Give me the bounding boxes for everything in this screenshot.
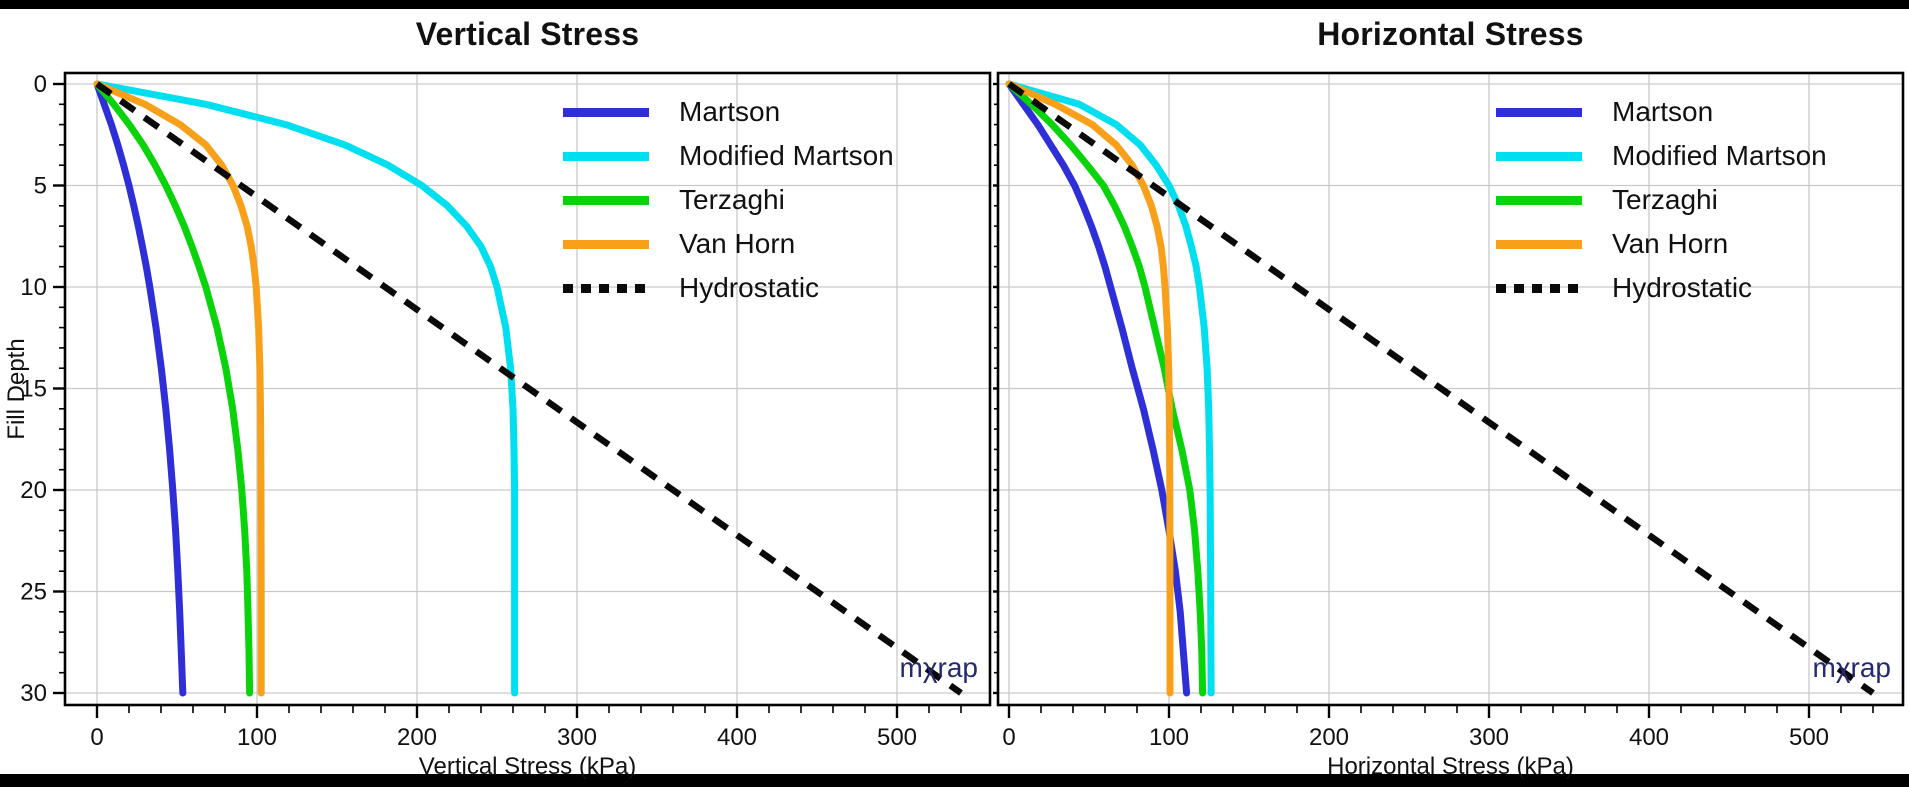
plot-area: 0 100 200 300 400 500 <box>993 71 1905 751</box>
x-tick-label: 400 <box>717 724 757 751</box>
series-modified-martson <box>93 80 519 697</box>
legend-label: Van Horn <box>679 228 796 259</box>
dashed-line-swatch <box>563 283 649 293</box>
x-tick-label: 300 <box>1469 724 1509 751</box>
legend-item: Terzaghi <box>1496 178 1827 222</box>
series-martson <box>1005 80 1191 697</box>
y-tick-label: 5 <box>34 173 47 200</box>
mxrap-logo: mχrap <box>1812 652 1892 683</box>
plot-area: 0 100 200 300 400 500 0 5 10 15 20 25 30 <box>20 71 992 751</box>
legend-label: Modified Martson <box>1612 140 1827 171</box>
y-axis-label: Fill Depth <box>3 338 30 440</box>
legend-item: Van Horn <box>563 222 894 266</box>
legend-item: Modified Martson <box>1496 134 1827 178</box>
legend-item: Martson <box>1496 90 1827 134</box>
legend-label: Martson <box>1612 96 1714 127</box>
chart-title: Vertical Stress <box>415 16 640 52</box>
x-tick-label: 200 <box>1309 724 1349 751</box>
chart-title: Horizontal Stress <box>1317 16 1584 52</box>
plot-frame <box>63 71 992 707</box>
bottom-bar <box>0 774 1909 787</box>
y-tick-label: 20 <box>20 477 47 504</box>
legend-item: Hydrostatic <box>563 266 894 310</box>
series-hydrostatic <box>95 81 963 696</box>
y-tick-label: 25 <box>20 579 47 606</box>
y-tick-label: 0 <box>34 71 47 98</box>
series-modified-martson <box>1005 80 1215 697</box>
legend-label: Terzaghi <box>1612 184 1718 215</box>
x-tick-label: 100 <box>237 724 277 751</box>
legend-item: Martson <box>563 90 894 134</box>
line-swatch <box>1496 195 1582 205</box>
dashed-line-swatch <box>1496 283 1582 293</box>
legend: Martson Modified Martson Terzaghi Van Horn H… <box>1496 90 1827 310</box>
series-van-horn <box>1005 80 1174 697</box>
legend-label: Van Horn <box>1612 228 1729 259</box>
x-tick-label: 100 <box>1149 724 1189 751</box>
x-tick-label: 200 <box>397 724 437 751</box>
y-tick-label: 30 <box>20 680 47 707</box>
plot-frame <box>996 71 1905 707</box>
series-hydrostatic <box>1007 81 1875 696</box>
top-bar <box>0 0 1909 9</box>
legend-label: Hydrostatic <box>679 272 820 303</box>
series-van-horn <box>93 80 265 697</box>
legend-label: Martson <box>679 96 781 127</box>
series-martson <box>93 80 187 697</box>
line-swatch <box>1496 239 1582 249</box>
legend-item: Van Horn <box>1496 222 1827 266</box>
legend-item: Hydrostatic <box>1496 266 1827 310</box>
line-swatch <box>563 195 649 205</box>
x-tick-label: 500 <box>1789 724 1829 751</box>
legend-item: Terzaghi <box>563 178 894 222</box>
y-tick-label: 10 <box>20 274 47 301</box>
x-tick-label: 0 <box>90 724 103 751</box>
line-swatch <box>563 239 649 249</box>
line-swatch <box>1496 151 1582 161</box>
line-swatch <box>563 151 649 161</box>
series-terzaghi <box>93 80 254 697</box>
legend-label: Hydrostatic <box>1612 272 1753 303</box>
mxrap-logo: mχrap <box>899 652 979 683</box>
x-tick-label: 300 <box>557 724 597 751</box>
legend-item: Modified Martson <box>563 134 894 178</box>
series-terzaghi <box>1005 80 1207 697</box>
legend-label: Modified Martson <box>679 140 894 171</box>
legend-label: Terzaghi <box>679 184 785 215</box>
line-swatch <box>1496 107 1582 117</box>
legend: Martson Modified Martson Terzaghi Van Horn H… <box>563 90 894 310</box>
line-swatch <box>563 107 649 117</box>
x-tick-label: 500 <box>877 724 917 751</box>
x-tick-label: 400 <box>1629 724 1669 751</box>
x-tick-label: 0 <box>1002 724 1015 751</box>
y-tick-label: 15 <box>20 376 47 403</box>
